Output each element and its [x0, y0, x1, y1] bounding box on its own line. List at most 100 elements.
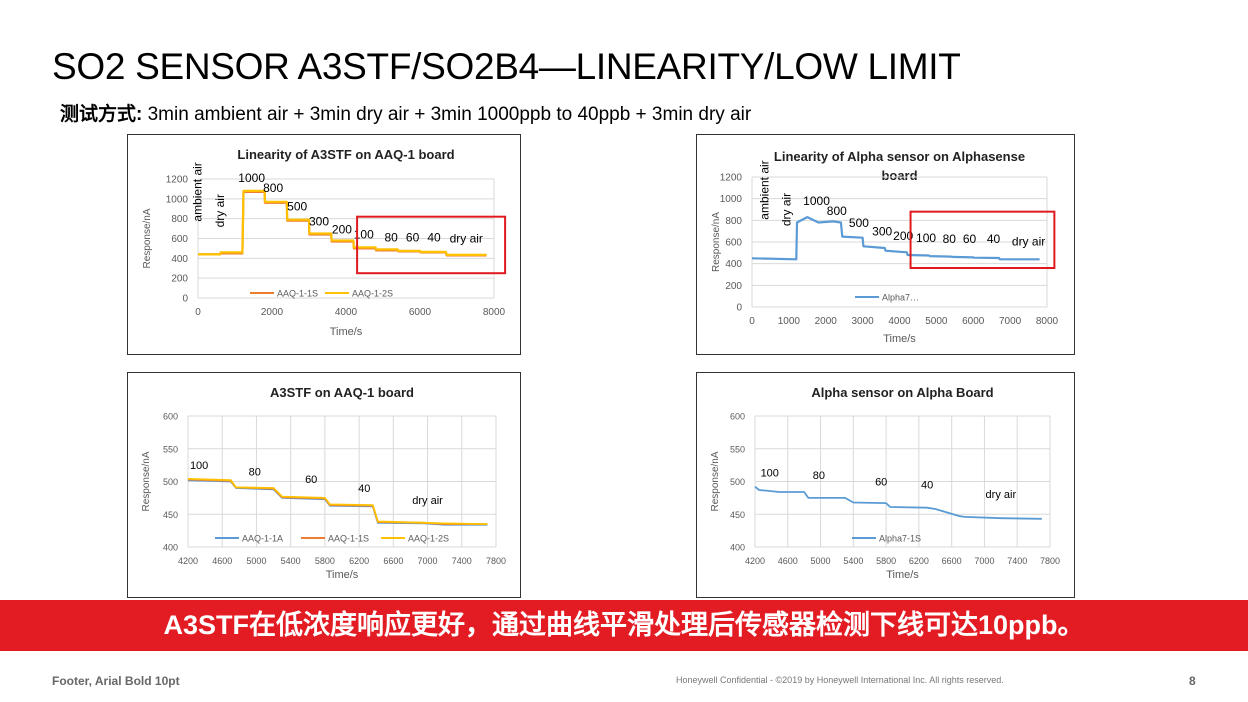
x-tick-label: 8000 [483, 307, 506, 318]
data-annotation: 100 [354, 228, 374, 242]
chart-linearity-alpha-svg: Linearity of Alpha sensor on Alphasense b… [711, 149, 1059, 345]
x-axis-label: Time/s [326, 569, 359, 581]
test-method-line: 测试方式: 3min ambient air + 3min dry air + … [60, 99, 751, 126]
x-tick-label: 4600 [778, 556, 798, 566]
legend-item: AAQ-1-1S [301, 534, 369, 544]
data-annotation: 1000 [238, 171, 265, 185]
y-axis-label: Response/nA [141, 451, 152, 511]
data-annotation: dry air [450, 231, 483, 245]
data-annotation: 200 [332, 223, 352, 237]
legend-label: AAQ-1-2S [408, 534, 449, 544]
y-tick-label: 550 [730, 444, 745, 454]
data-annotation: ambient air [191, 162, 205, 221]
test-method-label: 测试方式: [60, 104, 143, 125]
legend-label: AAQ-1-1S [328, 534, 369, 544]
x-tick-label: 7000 [974, 556, 994, 566]
y-tick-label: 500 [163, 477, 178, 487]
series-line-aaq-1-2s [198, 189, 487, 257]
page-number: 8 [1189, 674, 1196, 688]
data-annotation: 60 [305, 474, 317, 486]
y-tick-label: 400 [730, 543, 745, 553]
data-annotation: 40 [987, 232, 1001, 246]
data-annotation: 800 [263, 181, 283, 195]
y-tick-label: 600 [725, 238, 742, 249]
x-tick-label: 2000 [815, 316, 838, 327]
y-tick-label: 500 [730, 477, 745, 487]
x-axis-label: Time/s [330, 326, 363, 338]
chart-linearity-alpha: Linearity of Alpha sensor on Alphasense b… [696, 134, 1075, 355]
x-tick-label: 7000 [418, 556, 438, 566]
y-tick-label: 400 [725, 259, 742, 270]
data-annotation: dry air [213, 194, 227, 227]
x-tick-label: 5000 [246, 556, 266, 566]
data-annotation: 40 [427, 230, 441, 244]
x-tick-label: 4000 [888, 316, 911, 327]
data-annotation: 1000 [803, 194, 830, 208]
y-tick-label: 1000 [720, 194, 743, 205]
data-annotation: dry air [1012, 234, 1045, 248]
chart-alpha-zoom-svg: Alpha sensor on Alpha Board 400 450 500 550 6… [710, 385, 1060, 581]
data-annotation: 80 [249, 467, 261, 479]
series-line-aaq-1-2s [187, 478, 488, 525]
y-tick-label: 600 [171, 234, 188, 245]
data-annotation: 80 [384, 230, 398, 244]
x-tick-label: 5800 [876, 556, 896, 566]
series-line-alpha7-1s [754, 485, 1042, 520]
chart-alpha-zoom: Alpha sensor on Alpha Board 400 450 500 550 6… [696, 372, 1075, 598]
chart-linearity-a3stf-svg: Linearity of A3STF on AAQ-1 board0200400… [142, 147, 507, 338]
y-tick-label: 1200 [166, 175, 189, 186]
legend-label: AAQ-1-2S [352, 289, 393, 299]
legend-item: Alpha7-1S [852, 534, 921, 544]
x-tick-label: 5800 [315, 556, 335, 566]
data-annotation: 500 [287, 200, 307, 214]
x-tick-label: 6200 [349, 556, 369, 566]
y-tick-label: 1000 [166, 194, 189, 205]
y-tick-label: 450 [163, 510, 178, 520]
y-tick-label: 400 [163, 543, 178, 553]
y-tick-label: 200 [171, 274, 188, 285]
chart-title: board [881, 168, 917, 183]
y-tick-label: 0 [182, 294, 188, 305]
x-tick-label: 3000 [852, 316, 875, 327]
data-annotation: 60 [963, 232, 977, 246]
chart-title: Alpha sensor on Alpha Board [811, 385, 993, 400]
y-tick-label: 600 [730, 412, 745, 422]
x-tick-label: 8000 [1036, 316, 1059, 327]
highlight-box [356, 215, 507, 275]
y-tick-label: 550 [163, 444, 178, 454]
x-axis-label: Time/s [883, 333, 916, 345]
highlight-box [909, 210, 1056, 269]
x-tick-label: 0 [195, 307, 201, 318]
x-tick-label: 6000 [409, 307, 432, 318]
data-annotation: ambient air [758, 160, 772, 219]
data-annotation: 80 [943, 232, 957, 246]
data-annotation: 300 [309, 215, 329, 229]
data-annotation: 100 [761, 467, 779, 479]
y-axis-label: Response/nA [711, 212, 722, 272]
x-tick-label: 2000 [261, 307, 284, 318]
x-tick-label: 4200 [178, 556, 198, 566]
legend-label: Alpha7… [882, 293, 919, 303]
legend-label: Alpha7-1S [879, 534, 921, 544]
y-tick-label: 200 [725, 281, 742, 292]
chart-title: Linearity of Alpha sensor on Alphasense [774, 149, 1025, 164]
data-annotation: dry air [780, 193, 794, 226]
data-annotation: dry air [986, 489, 1017, 501]
legend-item: AAQ-1-1S [250, 289, 318, 299]
x-tick-label: 7800 [486, 556, 506, 566]
x-tick-label: 5000 [925, 316, 948, 327]
legend-item: AAQ-1-1A [215, 534, 283, 544]
chart-a3stf-zoom-svg: A3STF on AAQ-1 board 400 450 500 550 600 4200 4… [141, 385, 506, 581]
data-annotation: 60 [406, 230, 420, 244]
y-axis-label: Response/nA [142, 208, 153, 268]
footer-text: Footer, Arial Bold 10pt [52, 674, 180, 688]
y-tick-label: 800 [171, 214, 188, 225]
x-tick-label: 7000 [999, 316, 1022, 327]
data-annotation: 40 [921, 480, 933, 492]
data-annotation: 100 [190, 460, 208, 472]
x-tick-label: 1000 [778, 316, 801, 327]
y-tick-label: 0 [736, 303, 742, 314]
x-tick-label: 0 [749, 316, 755, 327]
x-tick-label: 7400 [452, 556, 472, 566]
x-tick-label: 5400 [281, 556, 301, 566]
